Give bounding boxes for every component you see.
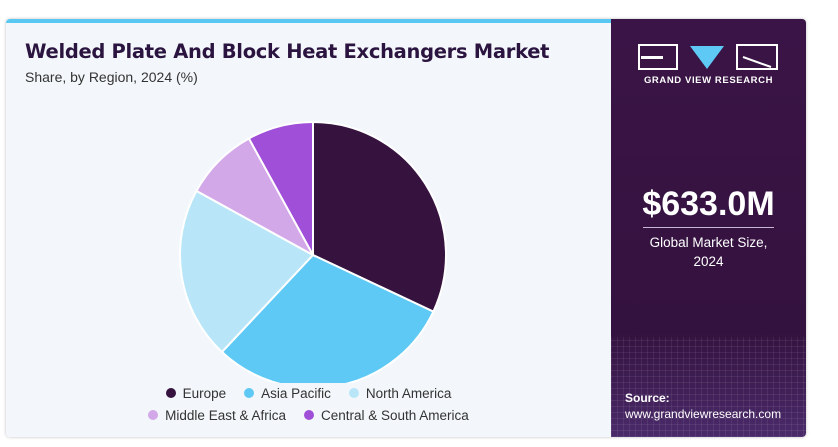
chart-legend: Europe Asia Pacific North America Middle E… — [6, 385, 611, 429]
brand-name: GRAND VIEW RESEARCH — [643, 75, 774, 86]
chart-subtitle: Share, by Region, 2024 (%) — [25, 69, 198, 85]
legend-item: Asia Pacific — [244, 385, 331, 401]
source-block: Source: www.grandviewresearch.com — [625, 390, 781, 422]
legend-label: North America — [365, 385, 452, 401]
legend-swatch — [244, 388, 255, 398]
legend-row: Middle East & Africa Central & South Amer… — [6, 407, 611, 423]
legend-row: Europe Asia Pacific North America — [6, 385, 611, 401]
pie-slice-central-south-america — [247, 120, 314, 256]
source-label: Source: — [625, 391, 670, 405]
legend-label: Middle East & Africa — [165, 407, 286, 423]
market-size-value: $633.0M — [642, 185, 775, 223]
legend-swatch — [303, 410, 314, 420]
pie-chart — [179, 120, 447, 383]
divider — [643, 227, 774, 228]
legend-swatch — [348, 388, 359, 398]
legend-item: Europe — [165, 385, 227, 401]
decorative-grid — [611, 337, 806, 437]
market-size-label-line1: Global Market Size, — [649, 235, 768, 250]
summary-sidebar: GRAND VIEW RESEARCH $633.0M Global Marke… — [611, 19, 806, 437]
chart-panel: Welded Plate And Block Heat Exchangers M… — [6, 19, 611, 437]
legend-label: Central & South America — [320, 407, 469, 423]
pie-slice-europe — [312, 120, 447, 313]
brand-logo — [638, 44, 778, 70]
infographic-card: Welded Plate And Block Heat Exchangers M… — [6, 19, 806, 437]
legend-item: Central & South America — [303, 407, 469, 423]
market-size-label-line2: 2024 — [693, 254, 724, 269]
legend-swatch — [148, 410, 159, 420]
market-size-label: Global Market Size, 2024 — [631, 233, 786, 271]
pie-slice-north-america — [179, 189, 315, 354]
legend-item: North America — [348, 385, 452, 401]
chart-title: Welded Plate And Block Heat Exchangers M… — [25, 40, 550, 63]
legend-label: Asia Pacific — [261, 385, 331, 401]
legend-label: Europe — [182, 385, 227, 401]
source-url: www.grandviewresearch.com — [625, 407, 782, 421]
pie-slice-asia-pacific — [220, 253, 435, 383]
legend-swatch — [165, 388, 176, 398]
legend-item: Middle East & Africa — [148, 407, 286, 423]
